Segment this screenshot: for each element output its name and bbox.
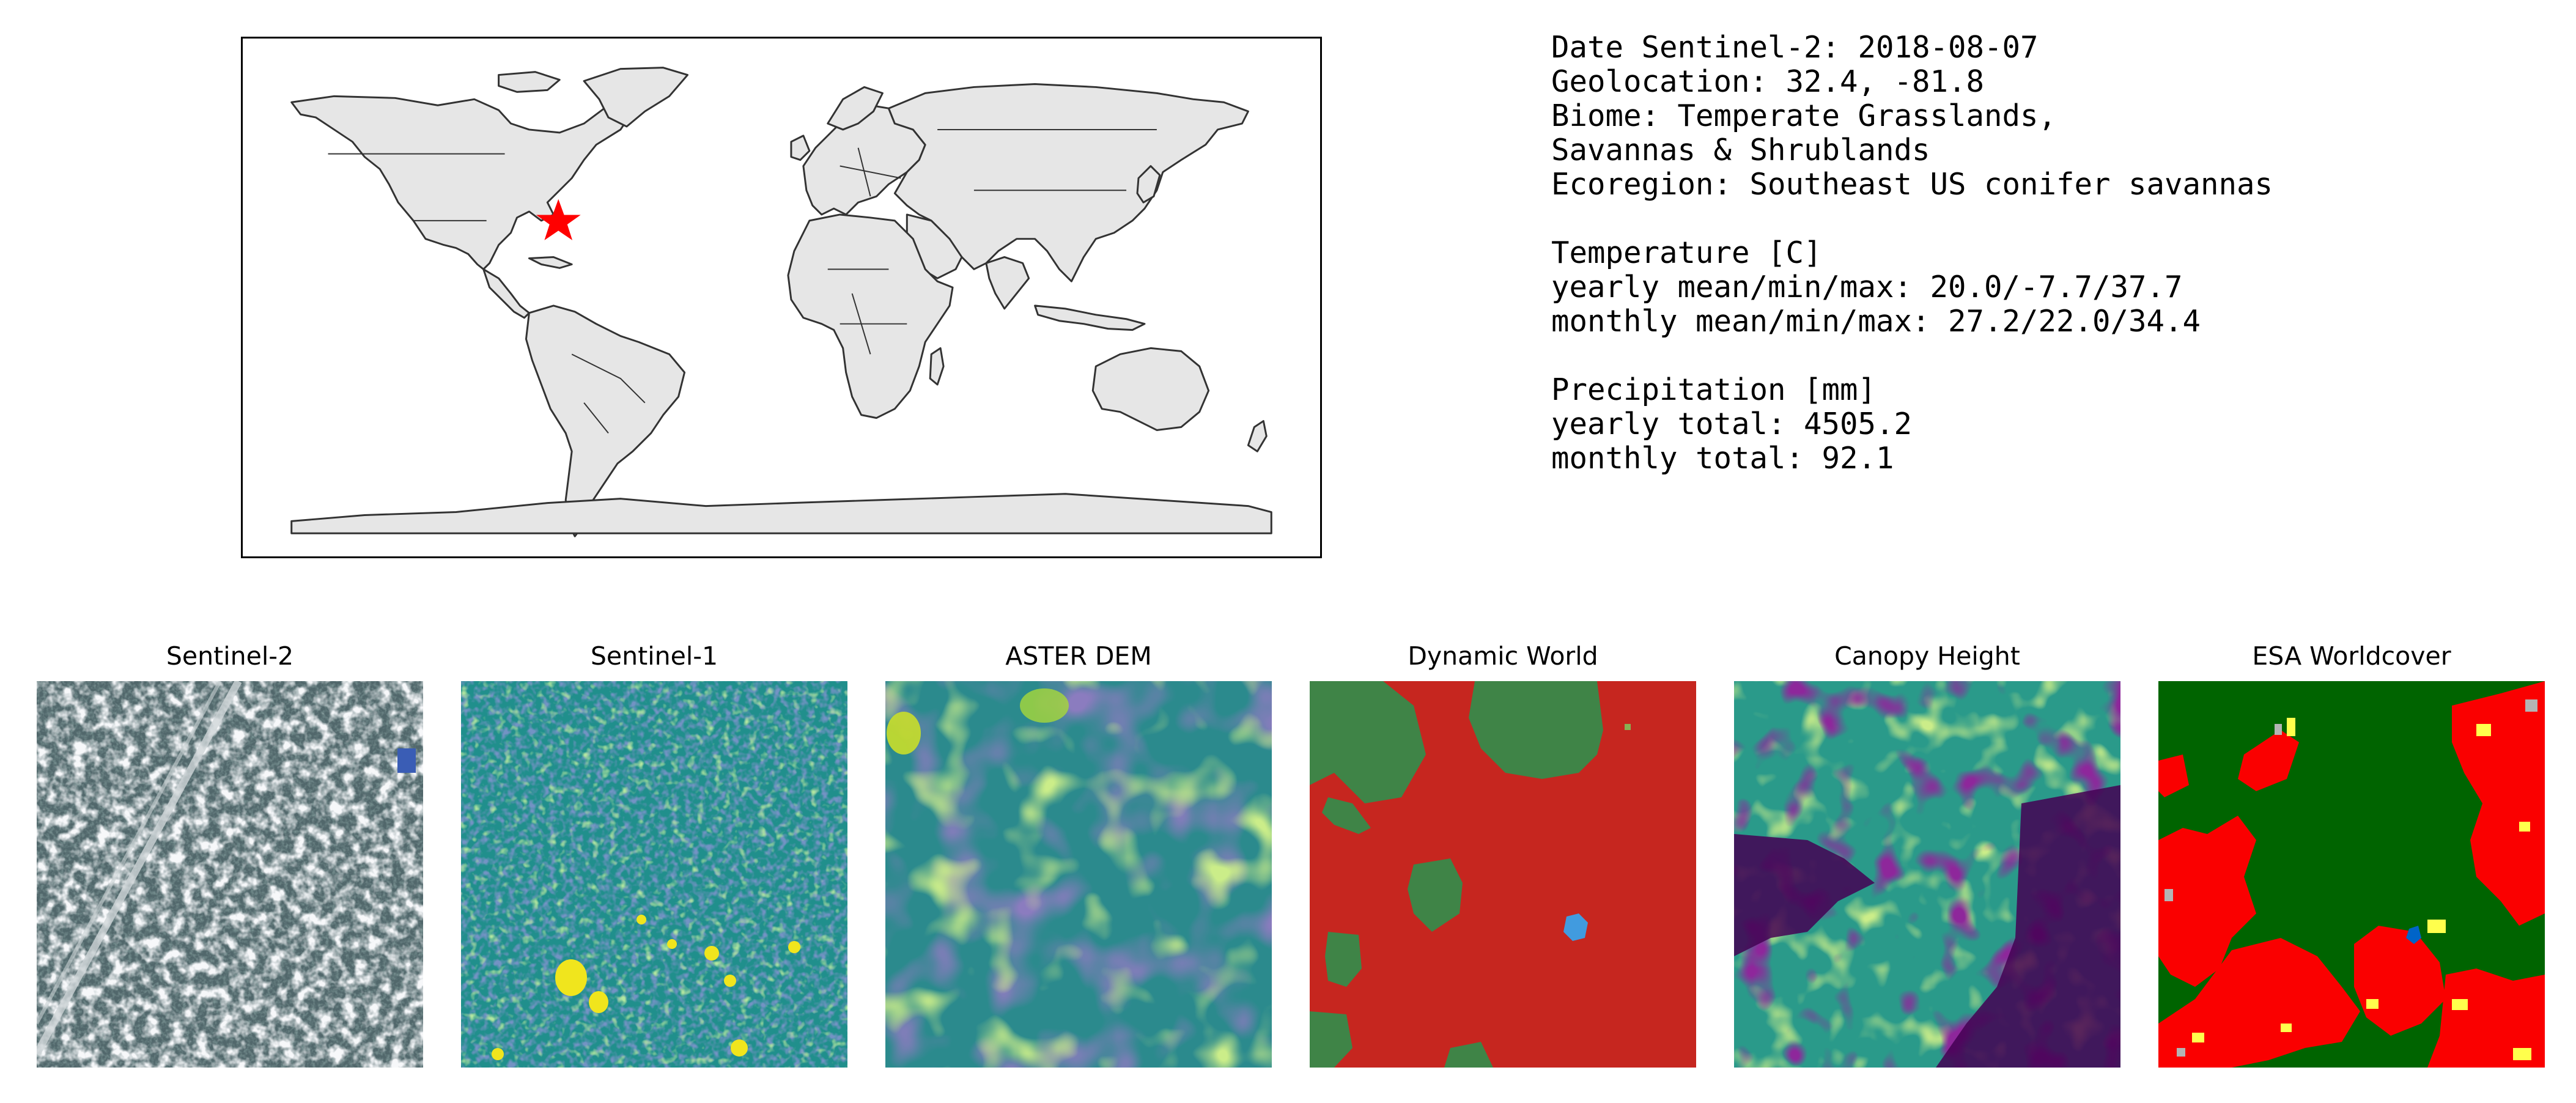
info-precipitation-heading: Precipitation [mm] xyxy=(1551,372,1877,407)
panel-title: Sentinel-1 xyxy=(590,641,718,671)
panel-title: Sentinel-2 xyxy=(166,641,294,671)
panel-title: ESA Worldcover xyxy=(2252,641,2451,671)
australia xyxy=(1091,347,1210,431)
info-biome: Biome: Temperate Grasslands, xyxy=(1551,98,2057,133)
north-america xyxy=(290,95,634,270)
africa xyxy=(787,213,954,419)
panel-title: ASTER DEM xyxy=(1005,641,1152,671)
sentinel-1-image xyxy=(461,681,847,1068)
indonesia xyxy=(1034,304,1146,331)
arctic-islands xyxy=(498,71,561,93)
madagascar xyxy=(929,347,945,386)
land-masses xyxy=(290,67,1272,537)
central-america xyxy=(482,268,530,319)
world-map xyxy=(241,37,1322,558)
info-ecoregion: Ecoregion: Southeast US conifer savannas xyxy=(1551,167,2273,202)
panel-title: Canopy Height xyxy=(1834,641,2020,671)
country-borders xyxy=(328,128,1157,434)
cuba xyxy=(528,256,573,269)
info-biome-cont: Savannas & Shrublands xyxy=(1551,133,1930,168)
info-text-block: Date Sentinel-2: 2018-08-07 Geolocation:… xyxy=(1551,31,2273,476)
india xyxy=(985,256,1030,310)
aster-dem-image xyxy=(885,681,1272,1068)
antarctica xyxy=(290,493,1272,534)
info-precipitation-yearly: yearly total: 4505.2 xyxy=(1551,407,1913,441)
info-geolocation: Geolocation: 32.4, -81.8 xyxy=(1551,64,1985,99)
uk xyxy=(790,135,811,161)
sentinel-2-image xyxy=(37,681,423,1068)
info-temperature-monthly: monthly mean/min/max: 27.2/22.0/34.4 xyxy=(1551,304,2201,339)
greenland xyxy=(583,67,689,128)
canopy-height-image xyxy=(1734,681,2120,1068)
info-date: Date Sentinel-2: 2018-08-07 xyxy=(1551,30,2039,65)
esa-worldcover-image xyxy=(2158,681,2545,1068)
asia xyxy=(887,83,1249,282)
japan xyxy=(1136,165,1161,204)
panel-title: Dynamic World xyxy=(1408,641,1598,671)
scandinavia xyxy=(827,86,884,131)
info-temperature-yearly: yearly mean/min/max: 20.0/-7.7/37.7 xyxy=(1551,270,2183,304)
location-marker-icon xyxy=(536,199,581,240)
south-america xyxy=(525,304,686,537)
dynamic-world-image xyxy=(1310,681,1696,1068)
world-map-svg xyxy=(290,67,1272,537)
info-temperature-heading: Temperature [C] xyxy=(1551,235,1822,270)
info-precipitation-monthly: monthly total: 92.1 xyxy=(1551,441,1894,476)
new-zealand xyxy=(1247,420,1268,452)
